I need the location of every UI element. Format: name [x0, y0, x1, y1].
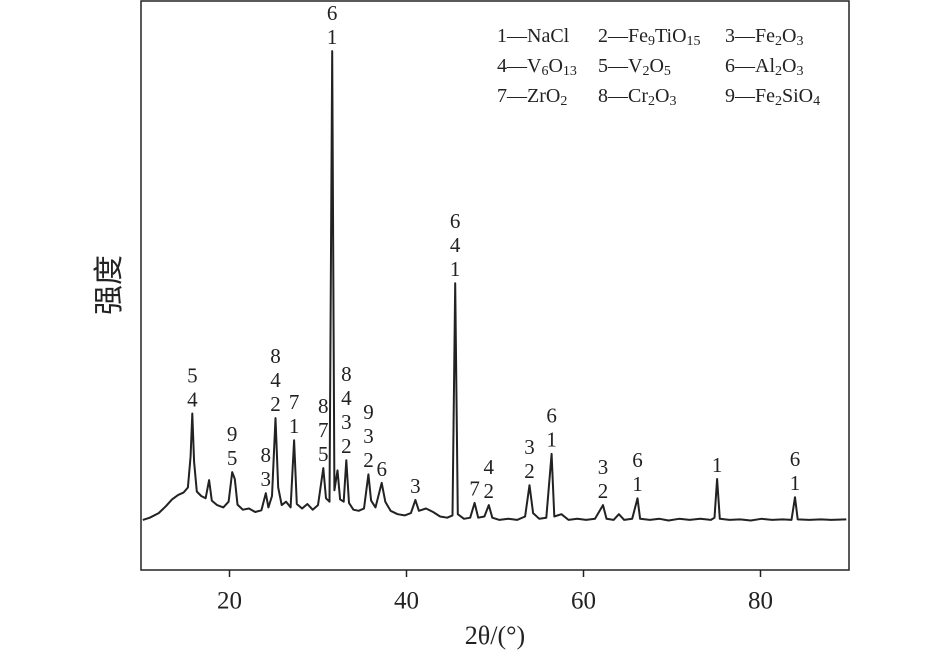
x-tick-label: 20 [217, 588, 242, 615]
peak-label: 7 [469, 477, 480, 501]
peak-label: 4 [484, 455, 495, 479]
peak-label: 9 [363, 400, 374, 424]
peak-label: 2 [341, 434, 352, 458]
peak-label: 1 [790, 471, 801, 495]
legend-entry: 6—Al2O3 [725, 55, 803, 80]
peak-label: 6 [450, 209, 461, 233]
peak-label: 1 [546, 428, 557, 452]
peak-label: 3 [341, 410, 352, 434]
x-axis-label: 2θ/(°) [465, 621, 525, 650]
peak-label: 6 [632, 448, 643, 472]
peak-label: 8 [341, 362, 352, 386]
x-tick-label: 40 [394, 588, 419, 615]
peak-label: 1 [327, 25, 338, 49]
legend-entry: 1—NaCl [497, 25, 570, 47]
peak-label: 5 [187, 363, 198, 387]
peak-label: 6 [327, 1, 338, 25]
legend-entry: 3—Fe2O3 [725, 25, 803, 50]
peak-label: 3 [363, 424, 374, 448]
peak-label: 8 [270, 344, 281, 368]
peak-label: 3 [524, 435, 535, 459]
peak-label: 2 [484, 479, 495, 503]
peak-label: 5 [318, 442, 329, 466]
peak-label: 4 [341, 386, 352, 410]
peak-label: 3 [261, 467, 272, 491]
legend-entry: 4—V6O13 [497, 55, 577, 80]
peak-label: 5 [227, 446, 238, 470]
legend-entry: 5—V2O5 [598, 55, 671, 80]
x-tick-label: 80 [748, 588, 773, 615]
peak-label: 7 [318, 418, 329, 442]
y-axis-label: 强度 [93, 255, 126, 315]
peak-label: 1 [450, 257, 461, 281]
peak-label: 2 [363, 448, 374, 472]
x-tick-label: 60 [571, 588, 596, 615]
peak-label: 1 [712, 453, 723, 477]
peak-label: 4 [450, 233, 461, 257]
legend-entry: 9—Fe2SiO4 [725, 85, 820, 110]
legend-entry: 2—Fe9TiO15 [598, 25, 701, 50]
legend-entry: 8—Cr2O3 [598, 85, 676, 110]
peak-label: 8 [261, 443, 272, 467]
peak-label: 9 [227, 422, 238, 446]
peak-label: 6 [546, 404, 557, 428]
peak-label: 1 [289, 414, 300, 438]
peak-label: 4 [187, 387, 198, 411]
plot-frame [140, 0, 850, 571]
peak-label: 2 [524, 459, 535, 483]
peak-label: 2 [270, 392, 281, 416]
peak-label: 3 [598, 455, 609, 479]
legend-entry: 7—ZrO2 [497, 85, 567, 110]
peak-label: 1 [632, 472, 643, 496]
peak-label: 8 [318, 394, 329, 418]
peak-label: 4 [270, 368, 281, 392]
peak-label: 6 [376, 457, 387, 481]
peak-label: 7 [289, 390, 300, 414]
xrd-pattern [142, 50, 847, 522]
peak-label: 2 [598, 479, 609, 503]
peak-label: 3 [410, 474, 421, 498]
peak-label: 6 [790, 447, 801, 471]
